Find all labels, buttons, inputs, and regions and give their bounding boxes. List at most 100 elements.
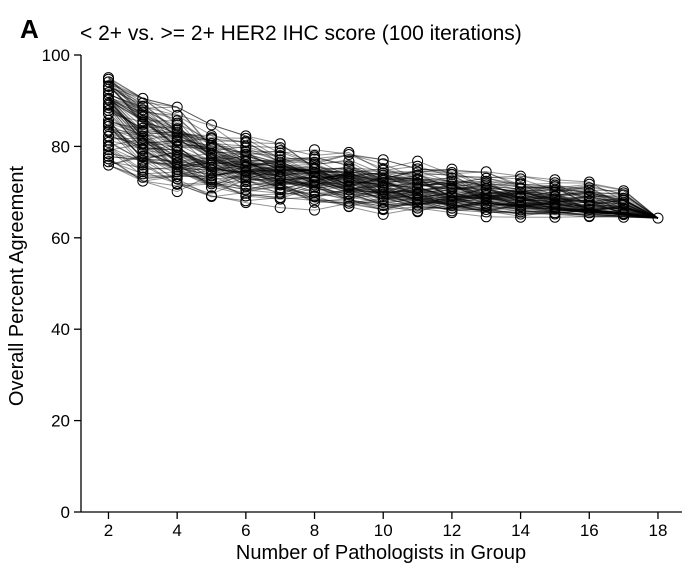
- data-point: [480, 206, 492, 218]
- data-point: [103, 150, 114, 162]
- data-point: [137, 111, 149, 123]
- data-point: [137, 159, 149, 171]
- data-point: [171, 123, 183, 135]
- data-point: [549, 211, 561, 223]
- data-point: [652, 212, 664, 224]
- data-point: [137, 92, 149, 104]
- y-axis-ticks: 0 20 40 60 80 100: [42, 46, 81, 522]
- data-point: [377, 167, 389, 179]
- data-point: [549, 197, 561, 209]
- iteration-line: [108, 154, 659, 219]
- data-point: [103, 140, 114, 152]
- data-point: [274, 184, 286, 196]
- data-point: [137, 104, 149, 116]
- data-point: [446, 202, 458, 214]
- data-point: [343, 160, 355, 172]
- data-point: [171, 115, 183, 127]
- iteration-line: [108, 97, 659, 219]
- y-tick-label: 0: [61, 503, 70, 522]
- x-axis-label: Number of Pathologists in Group: [236, 542, 526, 564]
- data-point: [274, 150, 286, 162]
- data-point: [583, 178, 595, 190]
- data-point: [103, 105, 114, 116]
- iteration-line: [108, 131, 659, 219]
- data-point: [309, 196, 320, 208]
- x-tick-label: 4: [172, 521, 181, 540]
- data-point: [412, 178, 424, 190]
- data-point: [515, 177, 527, 189]
- data-point: [274, 138, 286, 150]
- data-point: [446, 182, 458, 194]
- iteration-line: [108, 101, 659, 219]
- data-point: [103, 156, 114, 168]
- data-point: [515, 173, 527, 185]
- y-tick-label: 40: [51, 320, 70, 339]
- data-point: [206, 137, 217, 149]
- data-point: [343, 184, 355, 196]
- data-point: [240, 132, 252, 144]
- data-point: [377, 188, 389, 200]
- data-point: [343, 197, 355, 209]
- data-point: [412, 166, 424, 178]
- data-point: [240, 142, 252, 154]
- data-point: [377, 203, 389, 215]
- data-point: [377, 196, 389, 208]
- data-point: [618, 211, 630, 223]
- iteration-line: [108, 99, 659, 219]
- data-point: [446, 175, 458, 187]
- data-point: [171, 134, 183, 146]
- data-point: [274, 145, 286, 157]
- data-point: [515, 208, 527, 220]
- data-point: [377, 163, 389, 175]
- data-point: [240, 145, 252, 157]
- data-point: [343, 200, 355, 212]
- data-point: [343, 188, 355, 200]
- data-point: [137, 143, 149, 155]
- data-point: [103, 76, 114, 88]
- data-point: [446, 199, 458, 211]
- data-point: [343, 146, 355, 158]
- iteration-line: [108, 124, 659, 219]
- data-point: [103, 83, 114, 95]
- data-point: [309, 193, 320, 205]
- data-point: [446, 194, 458, 206]
- data-point: [618, 209, 630, 221]
- iteration-line: [108, 112, 659, 219]
- data-point: [206, 159, 217, 171]
- data-point: [583, 203, 595, 215]
- data-point: [274, 173, 286, 185]
- data-point: [309, 181, 320, 193]
- data-point: [309, 190, 320, 202]
- data-point: [309, 158, 320, 170]
- data-point: [480, 211, 492, 223]
- data-point: [206, 132, 217, 144]
- data-point: [446, 168, 458, 180]
- data-point: [274, 186, 286, 198]
- data-point: [618, 192, 630, 204]
- data-point: [446, 187, 458, 199]
- data-point: [309, 204, 320, 216]
- data-point: [515, 182, 527, 194]
- iteration-line: [108, 107, 659, 219]
- iteration-line: [108, 153, 659, 219]
- data-point: [137, 171, 149, 183]
- data-point: [103, 87, 114, 99]
- data-point: [103, 117, 114, 129]
- iteration-line: [108, 143, 659, 219]
- data-point: [103, 102, 114, 114]
- data-point: [171, 152, 183, 164]
- data-point: [343, 176, 355, 188]
- data-point: [515, 197, 527, 209]
- data-point: [583, 211, 595, 223]
- data-point: [171, 171, 183, 182]
- data-point: [583, 199, 595, 211]
- data-point: [103, 98, 114, 109]
- data-point: [240, 197, 252, 209]
- data-point: [137, 125, 149, 137]
- iteration-line: [108, 94, 659, 219]
- data-point: [343, 191, 355, 203]
- data-point: [240, 187, 252, 199]
- data-point: [171, 144, 183, 156]
- data-point: [137, 166, 149, 177]
